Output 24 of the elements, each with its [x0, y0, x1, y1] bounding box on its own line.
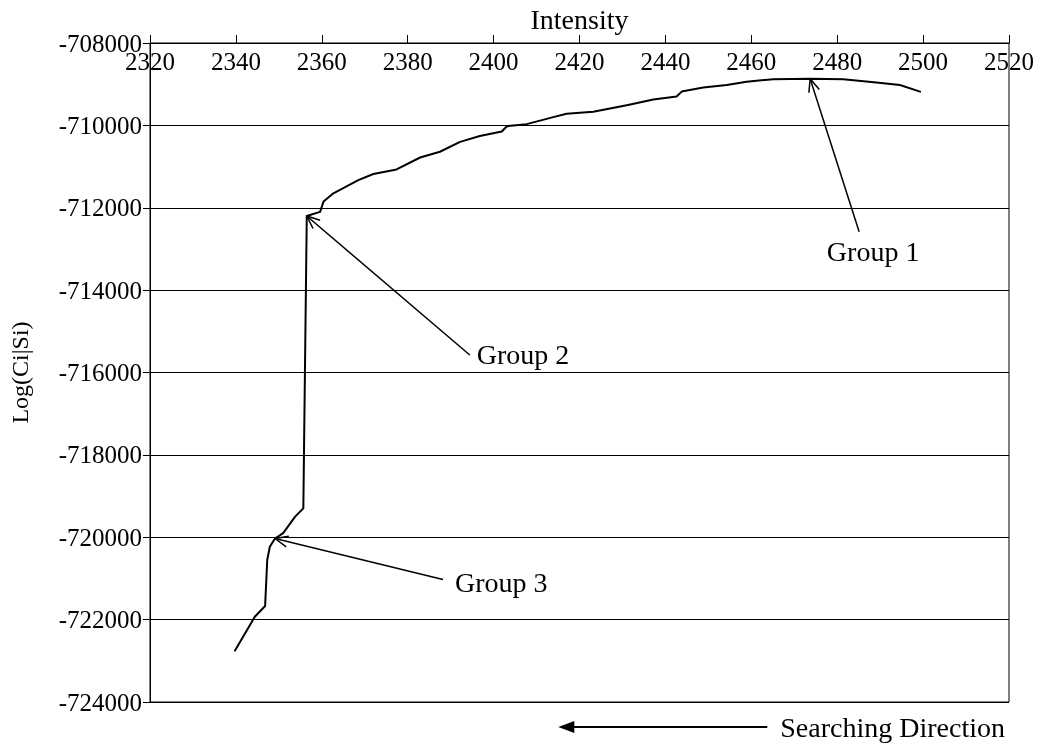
x-tick-label: 2440: [640, 48, 691, 75]
x-tick-label: 2360: [296, 48, 347, 75]
text: Searching Direction: [780, 711, 1005, 743]
y-axis-title: Log(Ci|Si): [7, 321, 33, 424]
y-tick-label: -720000: [58, 523, 142, 551]
x-tick-label: 2460: [726, 48, 777, 75]
x-tick-label: 2400: [468, 48, 519, 75]
x-tick-label: 2420: [554, 48, 605, 75]
x-axis-title: Intensity: [530, 3, 629, 35]
y-tick-label: -718000: [58, 441, 142, 469]
x-tick-label: 2520: [984, 48, 1034, 75]
y-tick-label: -712000: [58, 194, 142, 222]
annotation: Group 2: [476, 339, 570, 371]
x-tick-label: 2380: [382, 48, 433, 75]
x-tick-label: 2340: [210, 48, 261, 75]
annotation: Group 3: [454, 566, 548, 598]
y-tick-label: -714000: [58, 276, 142, 304]
y-tick-label: -724000: [58, 688, 142, 716]
y-tick-label: -722000: [58, 606, 142, 634]
annotation: Group 1: [826, 236, 920, 268]
y-tick-label: -716000: [58, 359, 142, 386]
x-tick-label: 2500: [898, 48, 949, 75]
x-tick-label: 2480: [812, 48, 863, 75]
y-tick-label: -710000: [58, 111, 142, 139]
